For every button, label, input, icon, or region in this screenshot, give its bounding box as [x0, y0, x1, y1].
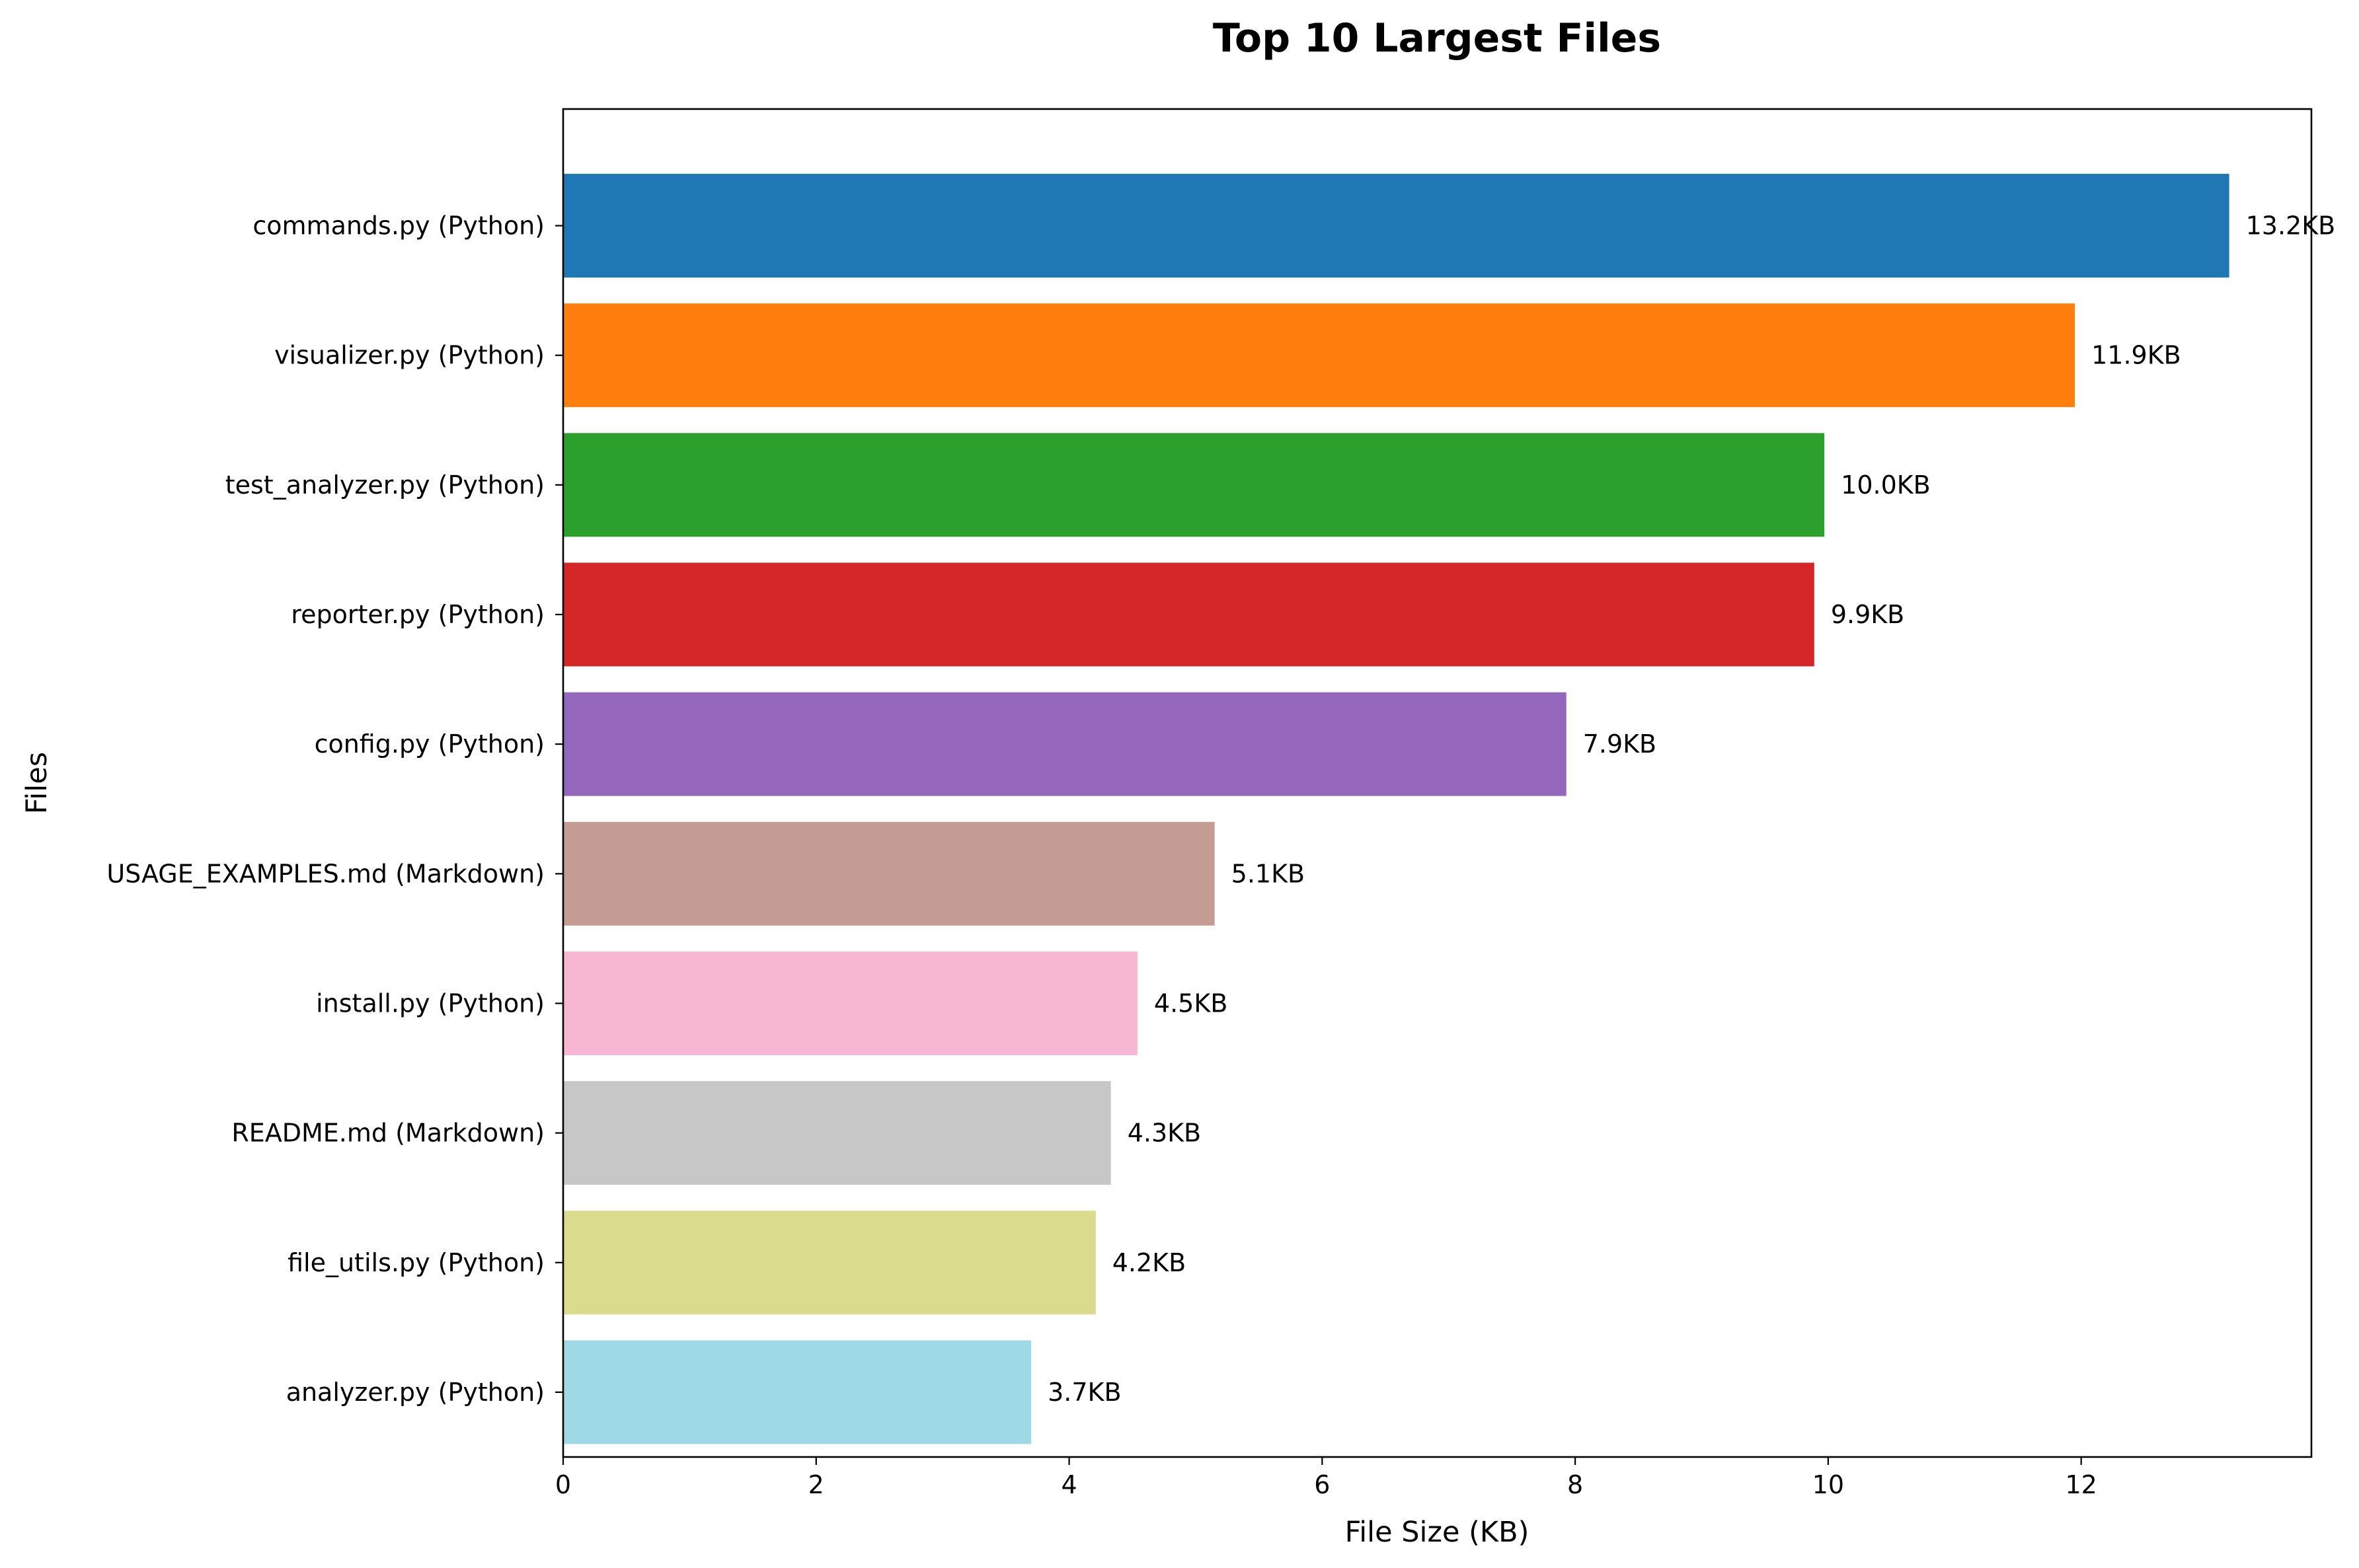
y-tick-label: analyzer.py (Python) [286, 1378, 545, 1407]
bar [563, 821, 1215, 926]
chart-title: Top 10 Largest Files [1213, 15, 1661, 61]
y-tick-label: commands.py (Python) [252, 211, 545, 241]
bar-value-label: 4.2KB [1112, 1248, 1186, 1277]
bar [563, 174, 2229, 278]
x-tick-label: 10 [1812, 1470, 1844, 1499]
plot-frame [562, 108, 2313, 1458]
bar-value-label: 13.2KB [2246, 211, 2336, 241]
y-axis-ticks: commands.py (Python) visualizer.py (Pytho… [106, 211, 563, 1407]
bar-value-label: 5.1KB [1231, 859, 1305, 888]
x-tick-label: 12 [2065, 1470, 2097, 1499]
y-tick-label: README.md (Markdown) [231, 1119, 545, 1148]
bar-value-label: 9.9KB [1831, 600, 1904, 629]
x-axis-ticks: 0 2 4 6 8 10 12 [555, 1457, 2097, 1499]
bar [563, 1211, 1096, 1315]
y-tick-label: reporter.py (Python) [291, 600, 545, 629]
bar [563, 952, 1138, 1055]
x-tick-label: 2 [808, 1470, 824, 1499]
x-tick-label: 0 [555, 1470, 571, 1499]
y-axis-label: Files [20, 752, 54, 814]
y-tick-label: config.py (Python) [315, 729, 545, 759]
bar [563, 433, 1825, 537]
bar [563, 692, 1566, 796]
bar [563, 1340, 1032, 1444]
bar-value-label: 3.7KB [1048, 1378, 1121, 1407]
y-tick-label: install.py (Python) [316, 989, 545, 1018]
bar [563, 303, 2075, 408]
y-tick-label: visualizer.py (Python) [274, 341, 545, 370]
bar-value-label: 4.3KB [1128, 1119, 1201, 1148]
x-tick-label: 8 [1567, 1470, 1583, 1499]
bar-value-label: 4.5KB [1154, 989, 1227, 1018]
bar-value-label: 11.9KB [2091, 341, 2181, 370]
bars-group: 13.2KB 11.9KB 10.0KB 9.9KB 7.9KB 5.1KB 4.5KB 4.… [563, 174, 2335, 1444]
x-axis-label: File Size (KB) [1345, 1516, 1529, 1549]
y-tick-label: test_analyzer.py (Python) [225, 470, 545, 500]
y-tick-label: file_utils.py (Python) [288, 1248, 545, 1277]
bar [563, 1081, 1111, 1185]
x-tick-label: 6 [1314, 1470, 1330, 1499]
bar-value-label: 7.9KB [1583, 729, 1656, 759]
bar [563, 562, 1814, 667]
y-tick-label: USAGE_EXAMPLES.md (Markdown) [106, 859, 545, 888]
bar-value-label: 10.0KB [1841, 470, 1931, 500]
x-tick-label: 4 [1061, 1470, 1077, 1499]
